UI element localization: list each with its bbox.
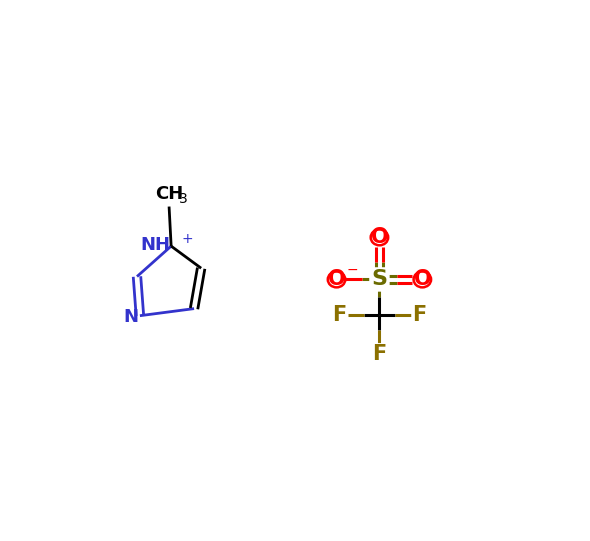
Text: N: N xyxy=(123,308,138,326)
Text: O: O xyxy=(371,227,388,247)
Text: CH: CH xyxy=(155,185,183,203)
Ellipse shape xyxy=(414,272,431,287)
Text: S: S xyxy=(372,269,388,289)
Text: −: − xyxy=(346,263,358,278)
Text: O: O xyxy=(327,269,345,289)
Text: NH: NH xyxy=(140,236,171,254)
Text: 3: 3 xyxy=(178,192,187,206)
Text: F: F xyxy=(332,305,346,325)
Text: F: F xyxy=(412,305,427,325)
Text: +: + xyxy=(182,232,193,246)
Text: F: F xyxy=(372,344,386,364)
Text: O: O xyxy=(414,269,431,289)
Ellipse shape xyxy=(328,272,345,287)
Ellipse shape xyxy=(371,229,388,245)
